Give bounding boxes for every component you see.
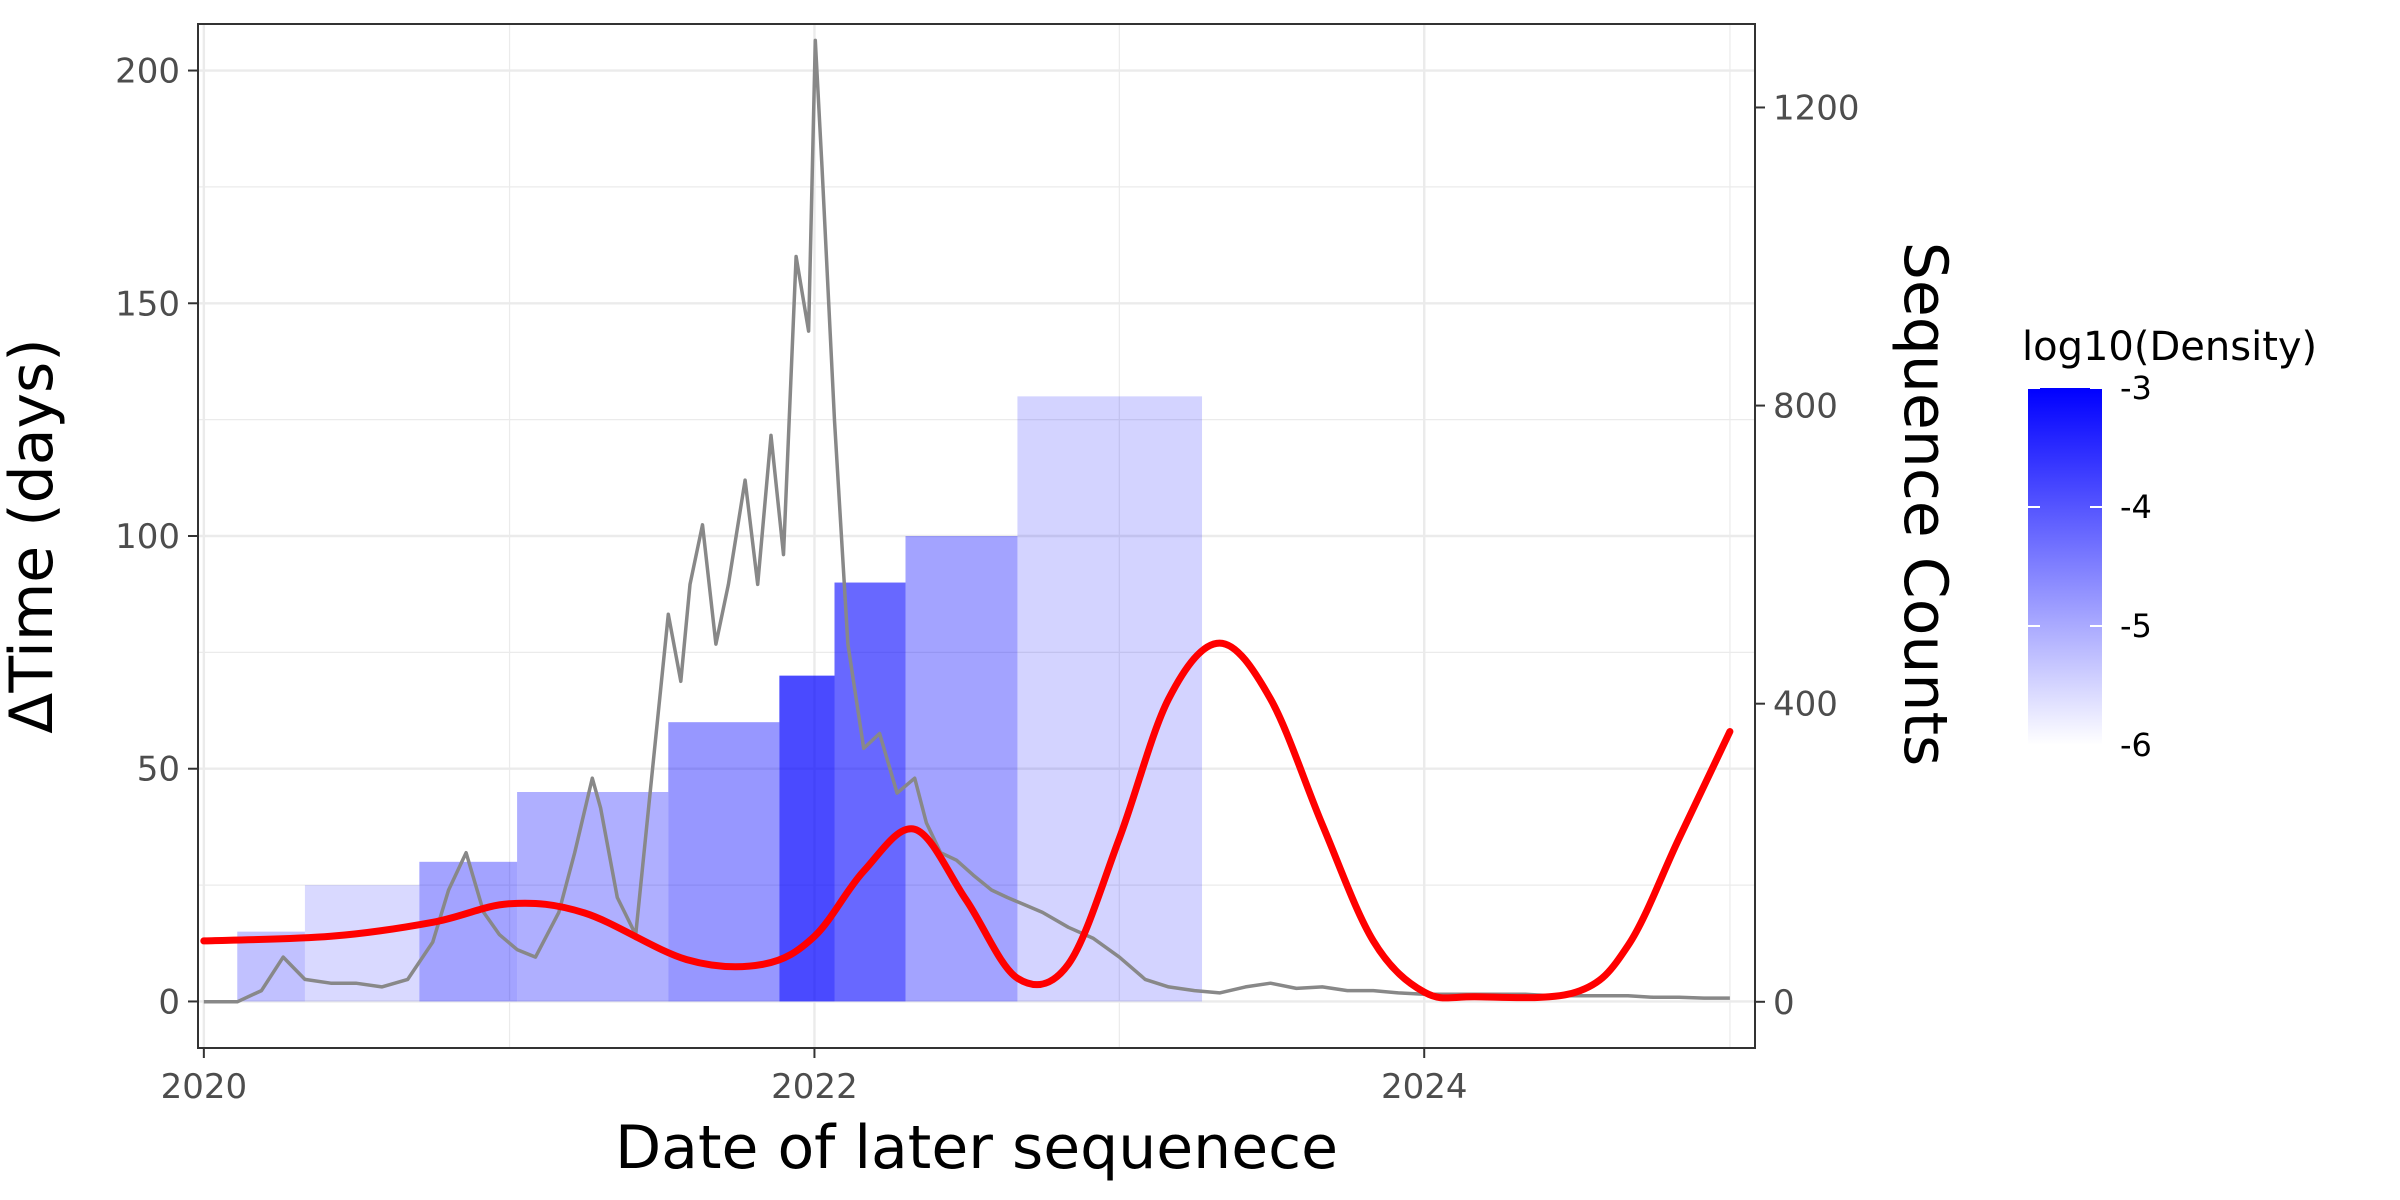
y2-axis-title: Sequence Counts [1890, 242, 1960, 766]
x-tick-label: 2022 [771, 1067, 858, 1107]
y2-tick-label: 400 [1773, 685, 1838, 725]
legend-label: -4 [2120, 488, 2152, 526]
legend-label: -6 [2120, 726, 2152, 764]
legend: log10(Density) -3 -4 -5 -6 [2022, 324, 2317, 764]
density-heatmap [237, 396, 1203, 1002]
density-cell [517, 792, 669, 1002]
density-cell [1017, 396, 1203, 1002]
y-tick-label: 0 [158, 982, 180, 1022]
x-axis-title: Date of later sequenece [615, 1113, 1338, 1183]
legend-colorbar-fill [2028, 388, 2102, 745]
legend-colorbar [2028, 388, 2102, 745]
y2-tick-label: 800 [1773, 387, 1838, 427]
axis-ticks: 0 50 100 150 200 0 400 800 1200 2020 2022 2024 [115, 52, 1859, 1107]
legend-label: -5 [2120, 607, 2152, 645]
smooth-line [200, 639, 1734, 1002]
y2-tick-label: 1200 [1773, 88, 1860, 128]
density-cell [668, 722, 780, 1002]
x-tick-label: 2020 [161, 1067, 248, 1107]
grid [198, 24, 1755, 1048]
y-tick-label: 200 [115, 52, 180, 92]
density-cell [419, 861, 518, 1002]
y-tick-label: 100 [115, 517, 180, 557]
y-tick-label: 50 [137, 750, 180, 790]
y-tick-label: 150 [115, 284, 180, 324]
density-cell [834, 582, 906, 1002]
density-cell [905, 536, 1018, 1002]
x-tick-label: 2024 [1381, 1067, 1468, 1107]
smooth-series [200, 639, 1734, 1002]
sequence-counts-line [203, 38, 1730, 1004]
y-axis-title: ΔTime (days) [0, 338, 67, 733]
legend-label: -3 [2120, 369, 2152, 407]
legend-labels: -3 -4 -5 -6 [2028, 369, 2152, 764]
y2-tick-label: 0 [1773, 983, 1795, 1023]
legend-title: log10(Density) [2022, 324, 2317, 370]
sequence-counts-series [203, 38, 1730, 1004]
